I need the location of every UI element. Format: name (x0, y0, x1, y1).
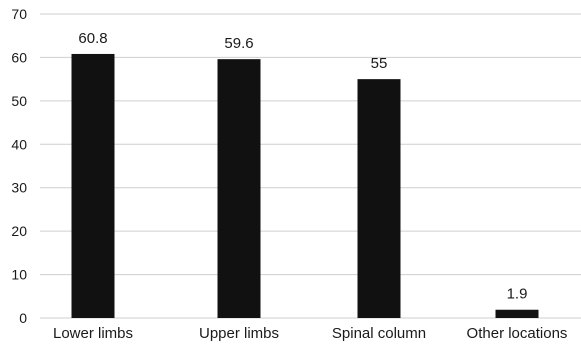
bar-3 (495, 309, 539, 318)
category-label: Spinal column (332, 325, 426, 342)
data-label: 1.9 (507, 286, 528, 303)
bars (71, 53, 539, 319)
category-label: Other locations (467, 325, 568, 342)
y-tick-label: 60 (11, 49, 27, 65)
y-tick-label: 50 (11, 93, 27, 109)
y-axis-ticks: 0 10 20 30 40 50 60 70 (11, 6, 27, 326)
data-label: 55 (371, 55, 388, 72)
data-labels: 60.8 59.6 55 1.9 (78, 30, 527, 303)
category-label: Upper limbs (199, 325, 279, 342)
category-labels: Lower limbs Upper limbs Spinal column Other… (53, 325, 567, 342)
bar-0 (71, 53, 115, 318)
y-tick-label: 20 (11, 223, 27, 239)
y-tick-label: 10 (11, 267, 27, 283)
data-label: 59.6 (224, 35, 253, 52)
y-tick-label: 0 (19, 310, 27, 326)
gridlines (40, 13, 581, 319)
bar-2 (357, 79, 401, 319)
category-label: Lower limbs (53, 325, 133, 342)
bar-1 (217, 59, 261, 319)
y-tick-label: 40 (11, 136, 27, 152)
data-label: 60.8 (78, 30, 107, 47)
y-tick-label: 30 (11, 180, 27, 196)
y-tick-label: 70 (11, 6, 27, 22)
